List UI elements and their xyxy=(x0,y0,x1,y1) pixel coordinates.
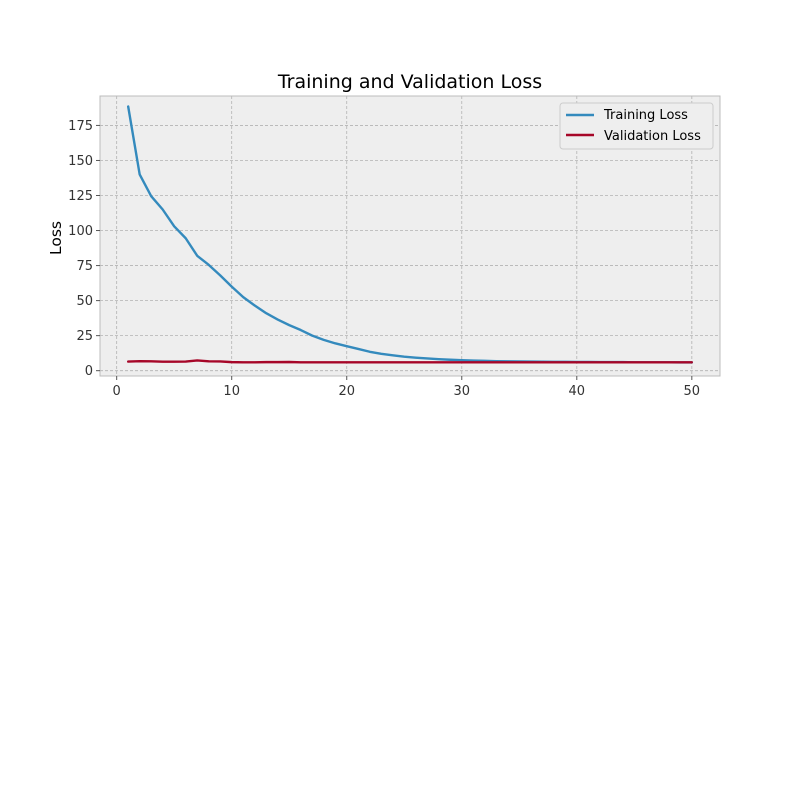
x-tick-label: 10 xyxy=(223,384,240,399)
y-tick-label: 125 xyxy=(68,189,93,204)
series-lines xyxy=(126,105,694,364)
y-tick-label: 175 xyxy=(68,119,93,134)
grid-lines xyxy=(100,96,720,376)
x-tick-label: 0 xyxy=(113,384,121,399)
x-tick-label: 30 xyxy=(453,384,470,399)
y-tick-label: 0 xyxy=(85,364,93,379)
y-tick-label: 75 xyxy=(76,259,93,274)
chart-title: Training and Validation Loss xyxy=(277,71,542,93)
legend-label-validation-loss: Validation Loss xyxy=(604,129,701,144)
y-axis-label: Loss xyxy=(47,221,65,255)
series-line-validation-loss xyxy=(126,359,694,364)
y-tick-label: 50 xyxy=(76,294,93,309)
y-axis: 0 25 50 75 100 125 150 175 xyxy=(68,119,100,379)
y-tick-label: 25 xyxy=(76,329,93,344)
x-tick-label: 50 xyxy=(684,384,701,399)
legend-label-training-loss: Training Loss xyxy=(603,108,688,123)
plot-frame xyxy=(99,95,721,377)
y-tick-label: 150 xyxy=(68,154,93,169)
y-tick-label: 100 xyxy=(68,224,93,239)
x-tick-label: 40 xyxy=(569,384,586,399)
legend: Training Loss Validation Loss xyxy=(559,102,714,150)
x-axis: 0 10 20 30 40 50 xyxy=(113,376,701,399)
legend-box xyxy=(559,102,714,150)
x-tick-label: 20 xyxy=(338,384,355,399)
